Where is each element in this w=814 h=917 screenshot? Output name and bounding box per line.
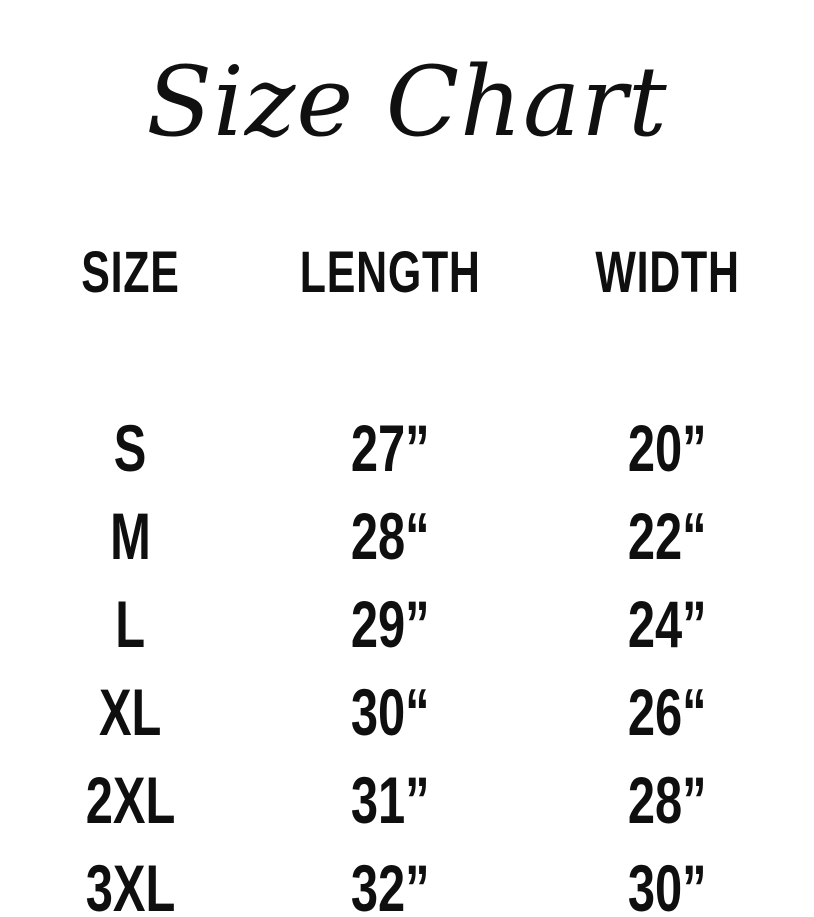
row-3xl-length-cell: 32”	[260, 844, 520, 917]
row-s-size-value: S	[113, 411, 147, 485]
row-3xl-size-cell: 3XL	[0, 844, 260, 917]
header-gap	[0, 316, 814, 334]
row-2xl-size-value: 2XL	[85, 763, 176, 837]
row-2xl-size-cell: 2XL	[0, 756, 260, 844]
row-xl-size-value: XL	[99, 675, 162, 749]
row-m-size-cell: M	[0, 492, 260, 580]
row-l-width-value: 24”	[628, 587, 707, 661]
row-l-length-cell: 29”	[260, 580, 520, 668]
row-2xl-width-value: 28”	[628, 763, 707, 837]
row-m-width-value: 22“	[628, 499, 707, 573]
column-header-size: SIZE	[0, 228, 260, 316]
row-s-length-cell: 27”	[260, 404, 520, 492]
row-xl-width-cell: 26“	[521, 668, 814, 756]
column-header-size-label: SIZE	[81, 239, 180, 305]
row-3xl-width-value: 30”	[628, 851, 707, 917]
row-m-length-value: 28“	[351, 499, 431, 573]
row-xl-length-cell: 30“	[260, 668, 520, 756]
page-title: Size Chart	[146, 46, 668, 158]
column-header-length: LENGTH	[260, 228, 520, 316]
row-m-width-cell: 22“	[521, 492, 814, 580]
row-xl-size-cell: XL	[0, 668, 260, 756]
column-header-width: WIDTH	[521, 228, 814, 316]
row-s-size-cell: S	[0, 404, 260, 492]
row-2xl-length-cell: 31”	[260, 756, 520, 844]
row-s-length-value: 27”	[351, 411, 431, 485]
row-xl-width-value: 26“	[628, 675, 707, 749]
row-l-length-value: 29”	[351, 587, 431, 661]
row-l-width-cell: 24”	[521, 580, 814, 668]
row-3xl-width-cell: 30”	[521, 844, 814, 917]
row-2xl-width-cell: 28”	[521, 756, 814, 844]
row-3xl-size-value: 3XL	[85, 851, 176, 917]
row-l-size-cell: L	[0, 580, 260, 668]
row-m-length-cell: 28“	[260, 492, 520, 580]
column-header-width-label: WIDTH	[595, 239, 740, 305]
size-table: SIZE LENGTH WIDTH S 27” 20” M 28“ 22“ L	[0, 228, 814, 917]
row-s-width-value: 20”	[628, 411, 707, 485]
row-l-size-value: L	[115, 587, 146, 661]
column-header-length-label: LENGTH	[300, 239, 482, 305]
row-s-width-cell: 20”	[521, 404, 814, 492]
row-m-size-value: M	[109, 499, 151, 573]
row-3xl-length-value: 32”	[351, 851, 431, 917]
row-2xl-length-value: 31”	[351, 763, 431, 837]
row-xl-length-value: 30“	[351, 675, 431, 749]
